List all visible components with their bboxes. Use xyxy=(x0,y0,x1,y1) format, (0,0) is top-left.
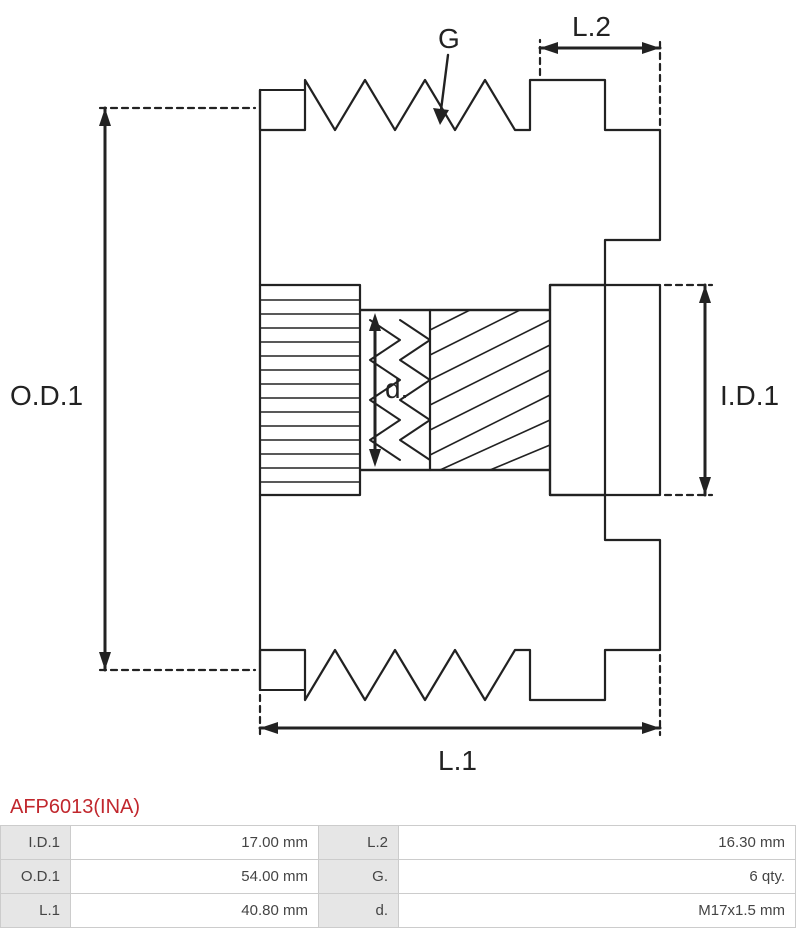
label-l2: L.2 xyxy=(572,11,611,42)
spec-value: 40.80 mm xyxy=(71,894,319,928)
label-l1: L.1 xyxy=(438,745,477,776)
part-title: AFP6013(INA) xyxy=(0,790,796,825)
spec-label: L.2 xyxy=(319,826,399,860)
label-d: d. xyxy=(385,373,408,404)
label-g: G xyxy=(438,23,460,54)
label-od1: O.D.1 xyxy=(10,380,83,411)
spec-value: 6 qty. xyxy=(399,860,796,894)
label-id1: I.D.1 xyxy=(720,380,779,411)
spec-row: L.1 40.80 mm d. M17x1.5 mm xyxy=(1,894,796,928)
spec-label: G. xyxy=(319,860,399,894)
spec-value: 16.30 mm xyxy=(399,826,796,860)
spec-table: I.D.1 17.00 mm L.2 16.30 mm O.D.1 54.00 … xyxy=(0,825,796,928)
spec-row: I.D.1 17.00 mm L.2 16.30 mm xyxy=(1,826,796,860)
spec-label: O.D.1 xyxy=(1,860,71,894)
spec-row: O.D.1 54.00 mm G. 6 qty. xyxy=(1,860,796,894)
spec-value: 17.00 mm xyxy=(71,826,319,860)
spec-label: I.D.1 xyxy=(1,826,71,860)
diagram-svg: O.D.1 I.D.1 L.1 L.2 G d. xyxy=(0,0,796,790)
technical-diagram: O.D.1 I.D.1 L.1 L.2 G d. xyxy=(0,0,796,790)
spec-value: 54.00 mm xyxy=(71,860,319,894)
spec-label: d. xyxy=(319,894,399,928)
spec-value: M17x1.5 mm xyxy=(399,894,796,928)
spec-label: L.1 xyxy=(1,894,71,928)
